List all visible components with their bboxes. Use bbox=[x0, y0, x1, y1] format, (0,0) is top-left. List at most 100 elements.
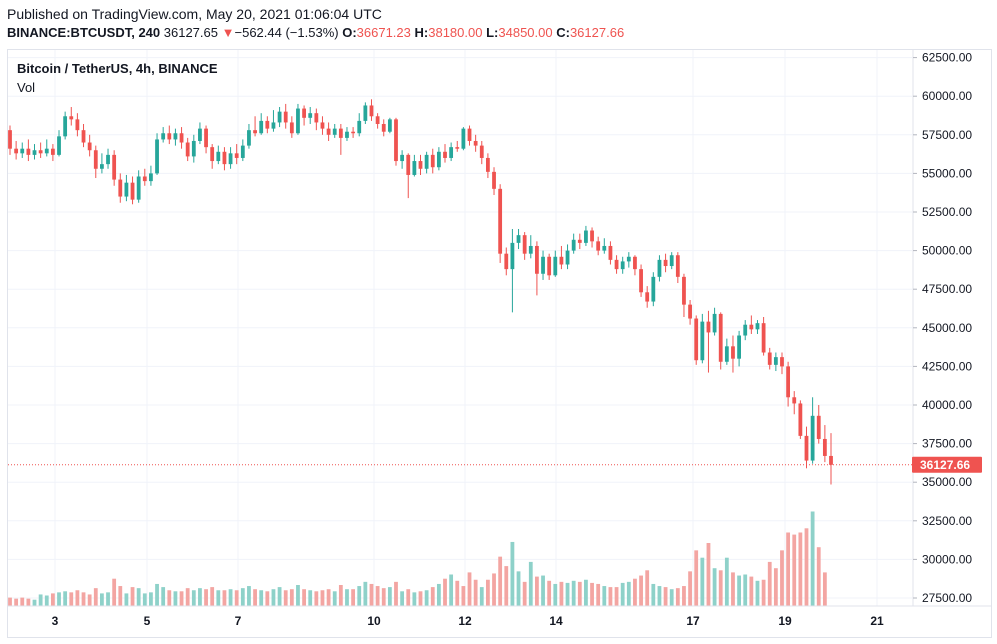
price-tick-label: 40000.00 bbox=[922, 398, 972, 412]
volume-bar bbox=[706, 543, 711, 606]
volume-bar bbox=[571, 580, 576, 606]
candle-body bbox=[461, 128, 466, 149]
volume-bar bbox=[124, 593, 129, 606]
volume-bar bbox=[106, 592, 110, 606]
volume-bar bbox=[761, 579, 766, 606]
volume-bar bbox=[773, 568, 778, 606]
candle-body bbox=[69, 116, 74, 120]
volume-bar bbox=[786, 532, 791, 606]
volume-bar bbox=[663, 587, 668, 606]
volume-bar bbox=[455, 580, 460, 606]
volume-bar bbox=[332, 591, 337, 606]
candle-body bbox=[345, 131, 349, 138]
volume-bar bbox=[20, 597, 25, 606]
candle-body bbox=[743, 324, 748, 336]
volume-bar bbox=[210, 587, 215, 606]
last-price-tag: 36127.66 bbox=[912, 456, 982, 473]
candle-body bbox=[504, 253, 509, 270]
volume-bar bbox=[767, 561, 772, 606]
volume-bar bbox=[69, 592, 74, 606]
candles bbox=[8, 99, 833, 485]
candle-body bbox=[14, 148, 19, 154]
volume-bar bbox=[161, 587, 166, 606]
price-tick-label: 55000.00 bbox=[922, 166, 972, 180]
volume-bar bbox=[620, 582, 625, 606]
candle-body bbox=[633, 256, 637, 270]
volume-bar bbox=[608, 587, 613, 606]
volume-bar bbox=[93, 588, 98, 606]
price-tick-label: 47500.00 bbox=[922, 282, 972, 296]
price-tick-label: 32500.00 bbox=[922, 514, 972, 528]
volume-bar bbox=[198, 588, 202, 606]
candle-body bbox=[822, 438, 827, 456]
candle-body bbox=[351, 131, 356, 134]
volume-bar bbox=[387, 587, 392, 606]
date-tick-label: 17 bbox=[686, 614, 700, 628]
candle-body bbox=[473, 140, 478, 146]
volume-bar bbox=[296, 585, 300, 606]
candle-body bbox=[798, 403, 803, 436]
candle-body bbox=[222, 151, 227, 165]
volume-bar bbox=[535, 576, 539, 606]
volume-bar bbox=[87, 594, 92, 606]
candle-body bbox=[87, 142, 92, 151]
volume-bar bbox=[675, 588, 680, 606]
volume-bar bbox=[314, 591, 319, 606]
low-value: 34850.00 bbox=[498, 25, 553, 40]
candle-body bbox=[651, 276, 656, 302]
candle-body bbox=[700, 321, 705, 361]
candle-body bbox=[510, 242, 515, 270]
price-tick-label: 50000.00 bbox=[922, 244, 972, 258]
candle-body bbox=[394, 119, 398, 162]
candle-body bbox=[731, 346, 735, 359]
volume-bar bbox=[596, 583, 601, 606]
volume-bar bbox=[633, 578, 637, 606]
candle-body bbox=[694, 318, 699, 361]
price-change: −562.44 (−1.53%) bbox=[234, 25, 339, 40]
candle-body bbox=[296, 108, 300, 134]
volume-bar bbox=[749, 576, 754, 606]
volume-bar bbox=[522, 581, 527, 606]
candle-body bbox=[289, 122, 294, 134]
volume-bar bbox=[50, 593, 55, 606]
candle-body bbox=[167, 133, 172, 140]
price-tick-label: 35000.00 bbox=[922, 475, 972, 489]
candle-body bbox=[516, 235, 521, 243]
volume-bar bbox=[253, 589, 257, 606]
candle-body bbox=[283, 111, 288, 123]
volume-bar bbox=[240, 588, 245, 606]
candle-body bbox=[608, 245, 613, 260]
candle-body bbox=[100, 164, 104, 169]
candle-body bbox=[553, 256, 558, 276]
volume-bar bbox=[118, 586, 123, 606]
high-label: H: bbox=[414, 25, 429, 40]
volume-bar bbox=[308, 590, 313, 606]
symbol-label: BINANCE:BTCUSDT, 240 bbox=[7, 25, 161, 40]
candle-body bbox=[773, 357, 778, 365]
volume-bar bbox=[565, 582, 570, 606]
candle-body bbox=[142, 176, 147, 182]
candle-body bbox=[112, 154, 117, 180]
candle-body bbox=[149, 173, 153, 182]
price-axis: 62500.00 60000.00 57500.00 55000.00 52500.00… bbox=[913, 51, 972, 605]
volume-bar bbox=[682, 586, 686, 606]
volume-bar bbox=[26, 598, 31, 606]
candle-body bbox=[767, 352, 772, 365]
volume-bar bbox=[394, 581, 398, 606]
volume-bar bbox=[351, 589, 356, 606]
symbol-info-bar: BINANCE:BTCUSDT, 240 36127.65 ▼−562.44 (… bbox=[7, 25, 624, 40]
candle-body bbox=[449, 147, 454, 158]
candle-body bbox=[718, 313, 723, 362]
candle-body bbox=[535, 245, 539, 274]
last-price-tag-label: 36127.66 bbox=[920, 458, 970, 472]
candle-body bbox=[93, 150, 98, 169]
volume-bar bbox=[320, 590, 325, 606]
volume-bar bbox=[577, 581, 582, 606]
candle-body bbox=[485, 157, 490, 172]
candle-body bbox=[277, 111, 282, 123]
candle-body bbox=[81, 130, 86, 143]
candle-body bbox=[682, 276, 686, 305]
high-value: 38180.00 bbox=[428, 25, 483, 40]
grid-lines bbox=[8, 50, 912, 606]
